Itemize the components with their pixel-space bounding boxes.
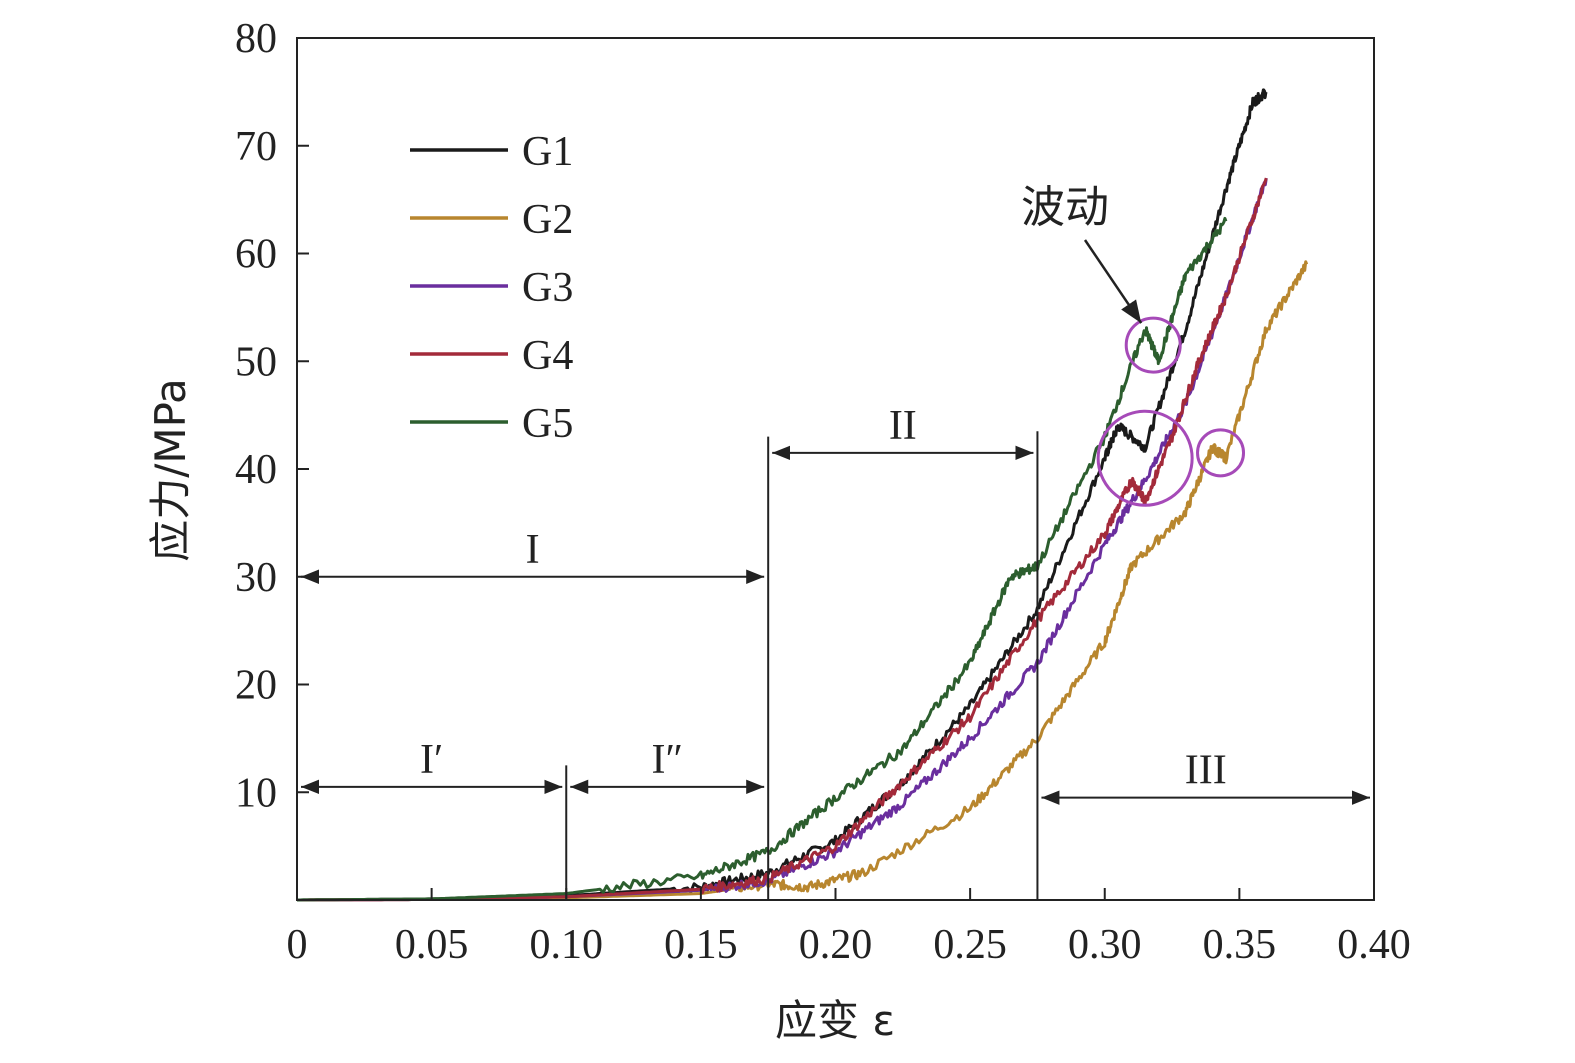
- series-curves: [297, 88, 1309, 902]
- x-tick-label: 0.35: [1203, 922, 1277, 968]
- legend: G1 G2 G3 G4 G5: [410, 129, 573, 447]
- series-line-G1: [297, 88, 1268, 902]
- legend-label-G4: G4: [522, 333, 573, 379]
- legend-label-G3: G3: [522, 265, 573, 311]
- region-label: III: [1185, 748, 1227, 794]
- legend-label-G2: G2: [522, 197, 573, 243]
- annotation-group: 波动: [1021, 182, 1246, 507]
- region-label: I′: [420, 737, 443, 783]
- y-tick-label: 20: [235, 663, 277, 709]
- x-tick-label: 0.15: [664, 922, 738, 968]
- x-tick-label: 0: [287, 922, 308, 968]
- region-label: I: [526, 527, 540, 573]
- annotation-circle: [1196, 428, 1246, 478]
- y-tick-label: 70: [235, 124, 277, 170]
- y-tick-label: 30: [235, 555, 277, 601]
- x-tick-label: 0.40: [1337, 922, 1411, 968]
- series-line-G2: [297, 260, 1309, 902]
- legend-label-G5: G5: [522, 401, 573, 447]
- series-line-G4: [297, 177, 1268, 902]
- annotation-circle: [1096, 409, 1194, 507]
- x-tick-label: 0.25: [933, 922, 1007, 968]
- y-tick-label: 10: [235, 770, 277, 816]
- y-axis-label: 应力/MPa: [146, 378, 195, 562]
- y-tick-label: 60: [235, 232, 277, 278]
- x-axis-label: 应变 ε: [775, 996, 895, 1045]
- region-label: I″: [651, 737, 682, 783]
- annotation-arrow: [1083, 239, 1143, 324]
- x-tick-label: 0.20: [799, 922, 873, 968]
- x-tick-label: 0.05: [395, 922, 469, 968]
- series-line-G5: [297, 216, 1228, 902]
- region-label: II: [889, 403, 917, 449]
- axes: 0 0.05 0.10 0.15 0.20 0.25 0.30 0.35 0.40 10 20 30 4…: [235, 16, 1411, 968]
- x-tick-label: 0.30: [1068, 922, 1142, 968]
- annotation-circle: [1124, 316, 1182, 374]
- y-tick-label: 50: [235, 339, 277, 385]
- annotation-label: 波动: [1021, 182, 1109, 233]
- x-tick-label: 0.10: [530, 922, 604, 968]
- legend-label-G1: G1: [522, 129, 573, 175]
- y-tick-label: 80: [235, 16, 277, 62]
- y-tick-label: 40: [235, 447, 277, 493]
